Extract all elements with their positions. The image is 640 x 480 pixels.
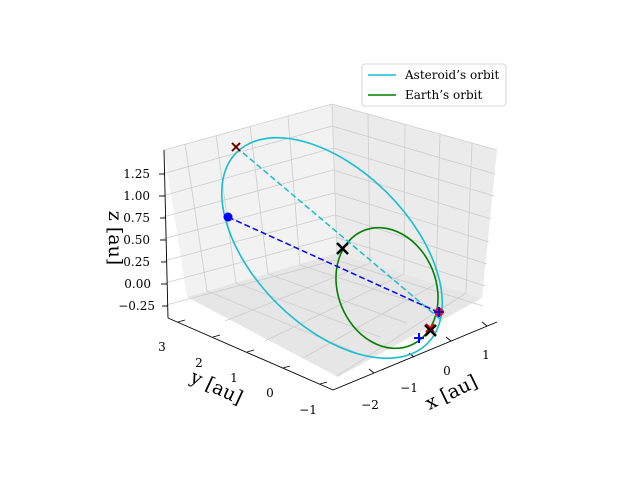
- x-axis-label: x [au]: [422, 371, 481, 415]
- z-tick-labels: 1.25 1.00 0.75 0.50 0.25 0.00 −0.25: [118, 167, 155, 313]
- red-marker-lower: [434, 307, 444, 317]
- legend-label-earth: Earth’s orbit: [405, 88, 482, 102]
- y-tick-label: 1: [230, 371, 238, 385]
- x-tick-label: −1: [400, 381, 418, 395]
- y-axis-line: [167, 317, 334, 391]
- legend: Asteroid’s orbit Earth’s orbit: [361, 63, 507, 107]
- legend-box: [361, 63, 507, 107]
- blue-dashed-line: [227, 216, 441, 314]
- asteroid-orbit-line: [220, 136, 444, 360]
- y-tick-labels: 3 2 1 0 −1: [158, 340, 317, 417]
- z-tick-label: 1.00: [123, 189, 150, 203]
- blue-plus-marker: [414, 333, 424, 343]
- x-tick-label: 1: [482, 348, 490, 362]
- y-tick-label: −1: [299, 403, 317, 417]
- y-tick-label: 2: [195, 356, 203, 370]
- legend-label-asteroid: Asteroid’s orbit: [404, 68, 499, 82]
- markers: [223, 142, 444, 343]
- red-cross-marker-upper: [231, 142, 241, 152]
- black-cross-marker-middle: [336, 242, 349, 255]
- floor-pane: [187, 253, 482, 377]
- back-pane-y: [164, 104, 337, 297]
- grid: [161, 113, 496, 377]
- axis-lines: [159, 149, 498, 391]
- z-axis-label: z [au]: [104, 211, 126, 265]
- z-tick-label: 1.25: [123, 167, 150, 181]
- black-cross-marker-lower: [424, 324, 437, 337]
- x-tick-labels: −2 −1 0 1: [361, 348, 490, 412]
- x-tick-label: −2: [361, 398, 379, 412]
- z-tick-label: 0.25: [123, 255, 150, 269]
- earth-orbit-line: [335, 226, 439, 350]
- blue-dot-marker: [223, 212, 233, 222]
- z-axis-line: [163, 149, 169, 319]
- z-tick-label: 0.75: [123, 211, 150, 225]
- z-tick-label: 0.50: [123, 233, 150, 247]
- y-tick-label: 3: [158, 340, 166, 354]
- z-tick-label: −0.25: [118, 299, 155, 313]
- y-tick-label: 0: [266, 386, 274, 400]
- x-tick-label: 0: [443, 364, 451, 378]
- z-tick-label: 0.00: [124, 277, 151, 291]
- pane-edges: [163, 103, 498, 254]
- x-axis-line: [332, 321, 498, 391]
- red-cross-marker-lower: [425, 323, 435, 333]
